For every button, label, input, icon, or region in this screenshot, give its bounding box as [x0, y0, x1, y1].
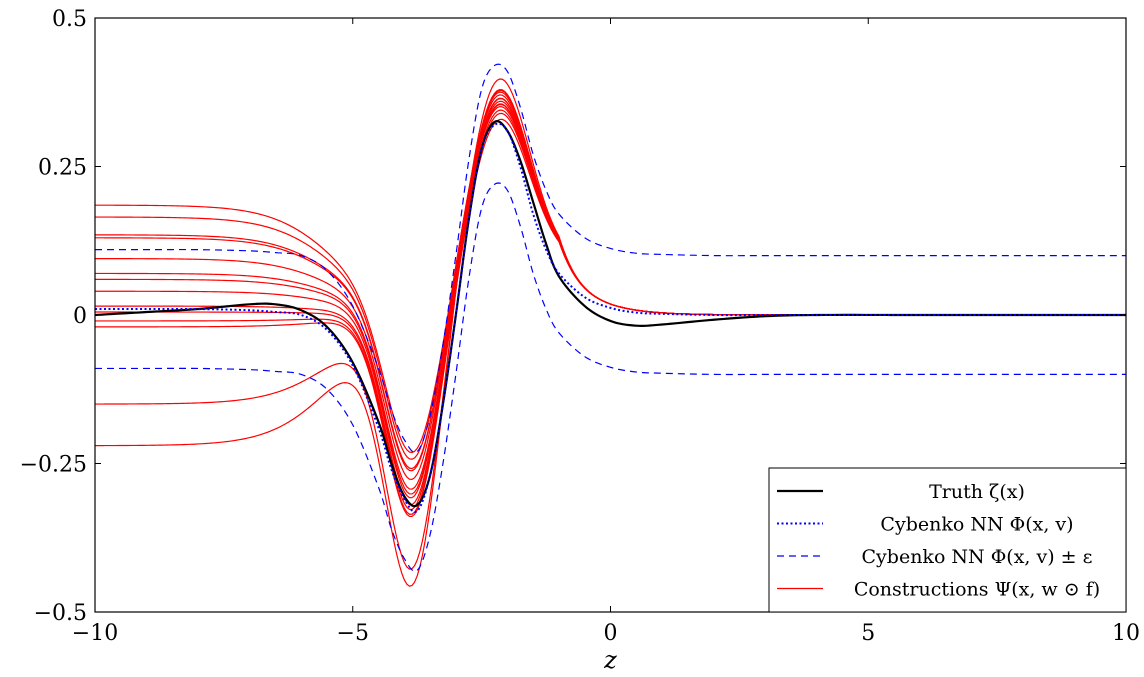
x-tick-label: −10 [72, 621, 118, 646]
legend-label: Cybenko NN Φ(x, v) ± ε [862, 546, 1093, 568]
x-tick-label: −5 [337, 621, 369, 646]
y-tick-label: −0.25 [20, 453, 87, 478]
series-line-2 [95, 63, 1126, 454]
legend-label: Truth ζ(x) [929, 481, 1025, 503]
y-tick-label: 0.5 [52, 7, 87, 32]
series-line-15 [95, 118, 1126, 518]
legend-label: Cybenko NN Φ(x, v) [880, 514, 1073, 536]
series-layer [95, 63, 1126, 587]
legend-box [768, 467, 1127, 613]
series-line-6 [95, 103, 1126, 470]
y-tick-label: 0 [73, 304, 87, 329]
series-line-4 [95, 106, 1126, 454]
series-line-8 [95, 97, 1126, 481]
series-line-14 [95, 112, 1126, 515]
series-line-3 [95, 182, 1126, 572]
series-line-10 [95, 100, 1126, 495]
y-tick-label: 0.25 [38, 156, 87, 181]
x-tick-label: 10 [1112, 621, 1140, 646]
x-tick-label: 5 [861, 621, 875, 646]
x-tick-label: 0 [604, 621, 618, 646]
series-line-11 [95, 88, 1126, 499]
legend-label: Constructions Ψ(x, w ⊙ f) [854, 579, 1100, 601]
x-axis-label: z [603, 646, 617, 674]
legend: Truth ζ(x) Cybenko NN Φ(x, v) Cybenko NN Φ… [768, 467, 1127, 613]
series-line-1 [95, 122, 1126, 513]
series-line-9 [95, 109, 1126, 490]
series-line-0 [95, 120, 1126, 508]
ticks-layer: −10 −5 0 5 10 −0.5 −0.25 0 0.25 0.5 [20, 7, 1140, 646]
series-line-5 [95, 94, 1126, 460]
y-tick-label: −0.5 [34, 601, 87, 626]
